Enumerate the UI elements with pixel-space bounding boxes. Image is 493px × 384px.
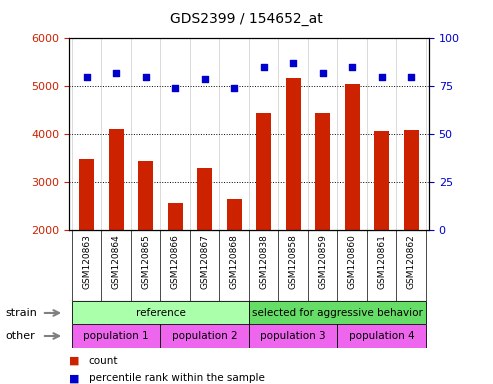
- Text: strain: strain: [5, 308, 37, 318]
- Text: percentile rank within the sample: percentile rank within the sample: [89, 373, 265, 383]
- Point: [112, 70, 120, 76]
- Point: [319, 70, 327, 76]
- Bar: [345, 84, 359, 230]
- Bar: [168, 203, 182, 230]
- Bar: [338, 324, 426, 348]
- Text: selected for aggressive behavior: selected for aggressive behavior: [252, 308, 423, 318]
- Bar: [374, 131, 389, 230]
- Bar: [139, 161, 153, 230]
- Text: GSM120866: GSM120866: [171, 234, 180, 289]
- Text: GSM120863: GSM120863: [82, 234, 91, 289]
- Text: GDS2399 / 154652_at: GDS2399 / 154652_at: [170, 12, 323, 25]
- Text: GSM120865: GSM120865: [141, 234, 150, 289]
- Point: [201, 76, 209, 82]
- Bar: [79, 159, 94, 230]
- Point: [407, 74, 415, 80]
- Text: ■: ■: [69, 356, 79, 366]
- Text: GSM120868: GSM120868: [230, 234, 239, 289]
- Text: reference: reference: [136, 308, 185, 318]
- Point: [171, 85, 179, 91]
- Text: ■: ■: [69, 373, 79, 383]
- Bar: [197, 167, 212, 230]
- Point: [289, 60, 297, 66]
- Bar: [286, 78, 301, 230]
- Bar: [404, 129, 419, 230]
- Point: [378, 74, 386, 80]
- Text: other: other: [5, 331, 35, 341]
- Bar: [72, 324, 160, 348]
- Text: GSM120867: GSM120867: [200, 234, 209, 289]
- Text: GSM120860: GSM120860: [348, 234, 357, 289]
- Point: [142, 74, 150, 80]
- Text: population 3: population 3: [260, 331, 326, 341]
- Text: GSM120838: GSM120838: [259, 234, 268, 289]
- Text: GSM120864: GSM120864: [112, 234, 121, 289]
- Bar: [160, 324, 249, 348]
- Point: [348, 64, 356, 70]
- Bar: [256, 113, 271, 230]
- Text: GSM120862: GSM120862: [407, 234, 416, 289]
- Text: GSM120858: GSM120858: [289, 234, 298, 289]
- Point: [83, 74, 91, 80]
- Bar: [316, 113, 330, 230]
- Text: GSM120861: GSM120861: [377, 234, 386, 289]
- Point: [230, 85, 238, 91]
- Bar: [109, 129, 124, 230]
- Text: population 4: population 4: [349, 331, 415, 341]
- Text: count: count: [89, 356, 118, 366]
- Bar: [249, 301, 426, 324]
- Bar: [249, 324, 338, 348]
- Bar: [72, 301, 249, 324]
- Text: population 2: population 2: [172, 331, 238, 341]
- Text: GSM120859: GSM120859: [318, 234, 327, 289]
- Text: population 1: population 1: [83, 331, 149, 341]
- Point: [260, 64, 268, 70]
- Bar: [227, 199, 242, 230]
